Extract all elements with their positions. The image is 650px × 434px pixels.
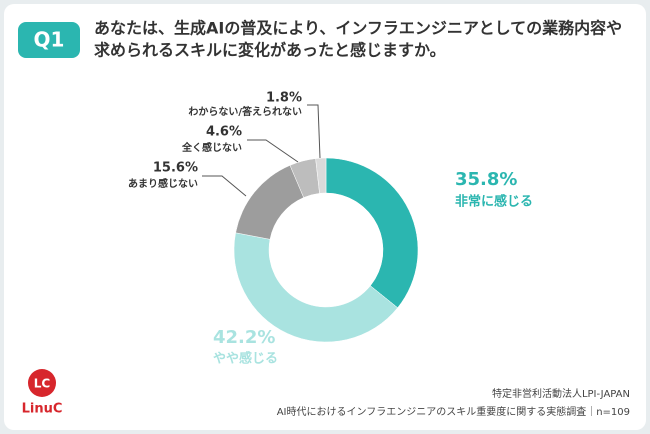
logo-name: LinuC	[22, 402, 63, 417]
logo-mark	[28, 369, 56, 397]
category-label: 全く感じない	[181, 141, 242, 154]
source: AI時代におけるインフラエンジニアのスキル重要度に関する実態調査｜n=109	[277, 405, 630, 418]
category-label: あまり感じない	[128, 177, 198, 190]
leader-line	[307, 104, 321, 159]
chart-title: あなたは、生成AIの普及により、インフラエンジニアとしての業務内容や	[94, 19, 622, 38]
logo-mark-text: LC	[34, 377, 51, 391]
category-label: やや感じる	[213, 351, 278, 367]
card	[4, 4, 646, 430]
donut-slice	[233, 232, 398, 343]
value-label: 1.8%	[266, 91, 302, 106]
value-label: 35.8%	[455, 169, 517, 190]
donut-slice	[325, 157, 419, 309]
donut-slice	[315, 157, 327, 194]
leader-line	[202, 175, 247, 197]
value-label: 42.2%	[213, 327, 275, 348]
source: 特定非営利活動法人LPI-JAPAN	[492, 387, 630, 400]
category-label: 非常に感じる	[455, 194, 533, 210]
chart-title: 求められるスキルに変化があったと感じますか。	[94, 41, 446, 60]
value-label: 4.6%	[206, 125, 242, 140]
question-badge	[18, 22, 80, 58]
question-label: Q1	[34, 28, 65, 52]
value-label: 15.6%	[153, 161, 198, 176]
leader-line	[247, 139, 299, 163]
category-label: わからない/答えられない	[188, 105, 302, 118]
